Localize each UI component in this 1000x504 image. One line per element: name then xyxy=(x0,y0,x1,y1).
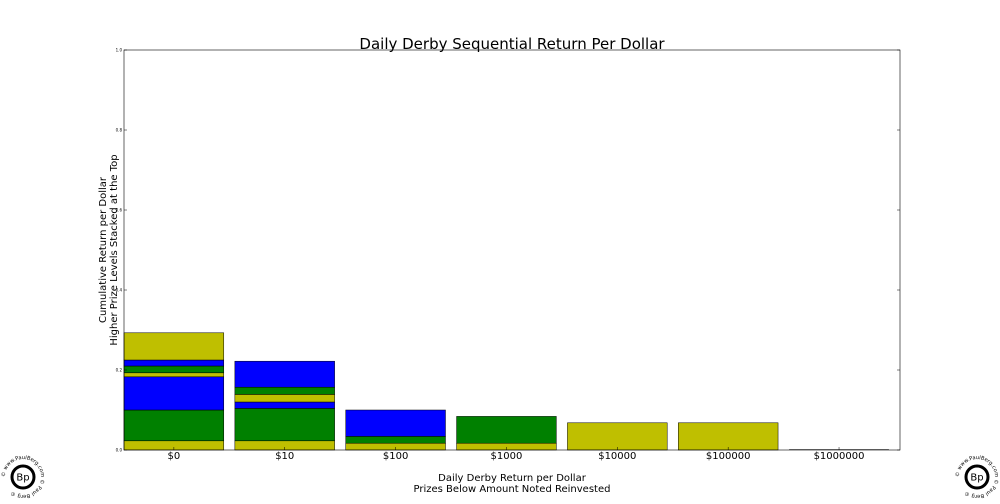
plot-frame xyxy=(123,49,901,451)
x-ticks-group: $0 $10 $100 $1000 $10000 $100000 $1000000 xyxy=(168,447,865,462)
y-tick-label: 0.4 xyxy=(116,288,123,293)
y-tick-label: 0.2 xyxy=(116,368,123,373)
bar-segment xyxy=(234,360,335,388)
y-tick-label: 0.6 xyxy=(116,208,123,213)
x-tick-label: $100000 xyxy=(706,451,751,462)
x-axis-label-secondary: Prizes Below Amount Noted Reinvested xyxy=(414,484,611,495)
bar-segment xyxy=(123,409,225,442)
bar-segment xyxy=(123,332,225,361)
bar-segment xyxy=(234,394,335,403)
watermark-seal-icon: Bp © www.PaulBerg.com © Paul Berg © xyxy=(0,455,46,499)
x-tick-label: $0 xyxy=(168,451,181,462)
bar-segment xyxy=(234,401,335,409)
x-tick-label: $1000000 xyxy=(814,451,865,462)
x-tick-label: $10000 xyxy=(598,451,636,462)
bar-segment xyxy=(123,365,225,374)
bar-segment xyxy=(123,372,225,378)
bar-segment xyxy=(678,422,779,451)
x-tick-label: $1000 xyxy=(491,451,523,462)
bar-segment xyxy=(567,422,668,451)
y-tick-label: 1.0 xyxy=(116,48,123,53)
bars-group xyxy=(123,332,889,451)
x-axis-label: Daily Derby Return per Dollar xyxy=(438,473,587,484)
watermark-logo-right: Bp © www.PaulBerg.com © Paul Berg © xyxy=(954,454,1000,500)
watermark-core-text-left: Bp xyxy=(16,473,29,484)
x-tick-label: $100 xyxy=(383,451,408,462)
x-tick-label: $10 xyxy=(275,451,294,462)
watermark-seal-icon: Bp © www.PaulBerg.com © Paul Berg © xyxy=(954,455,1000,499)
bar-segment xyxy=(456,416,557,444)
y-axis-label: Cumulative Return per Dollar xyxy=(98,176,109,323)
bar-segment xyxy=(345,436,446,444)
bar-segment xyxy=(345,409,446,437)
bar-segment xyxy=(123,359,225,367)
y-tick-label: 0.0 xyxy=(116,448,123,453)
y-ticks-group: 0.0 0.2 0.4 0.6 0.8 1.0 xyxy=(116,48,900,453)
bar-segment xyxy=(234,408,335,442)
watermark-logo-left: Bp © www.PaulBerg.com © Paul Berg © xyxy=(0,454,46,500)
watermark-core-text-right: Bp xyxy=(970,473,983,484)
bar-segment xyxy=(234,386,335,395)
chart-title: Daily Derby Sequential Return Per Dollar xyxy=(359,35,665,53)
bar-segment xyxy=(123,376,225,411)
y-tick-label: 0.8 xyxy=(116,128,123,133)
y-axis-label-secondary: Higher Prize Levels Stacked at the Top xyxy=(109,154,120,345)
